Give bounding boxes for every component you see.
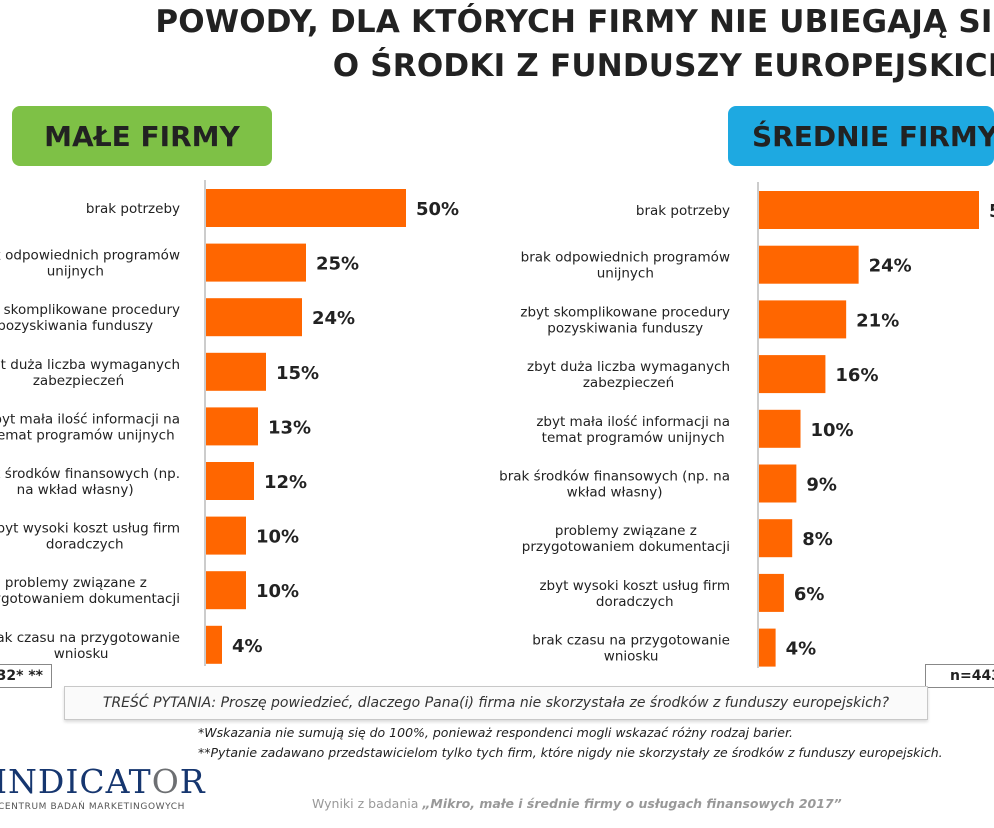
question-box: TREŚĆ PYTANIA: Proszę powiedzieć, dlacze… bbox=[64, 686, 928, 720]
category-label-8-line-1: zbyt wysoki koszt usług firm bbox=[539, 578, 730, 594]
category-label-4-line-2: zabezpieczeń bbox=[33, 373, 124, 389]
category-label-8-line-2: doradczych bbox=[596, 594, 674, 610]
bar-4 bbox=[759, 355, 826, 394]
category-label-3-line-1: zbyt skomplikowane procedury bbox=[520, 304, 730, 320]
category-label-5-line-1: zbyt mała ilość informacji na bbox=[0, 411, 180, 427]
indicator-logo: INDICATOR bbox=[0, 762, 206, 801]
bar-9 bbox=[759, 628, 776, 667]
bar-7 bbox=[206, 516, 246, 555]
bar-4 bbox=[206, 352, 266, 391]
category-label-3-line-2: pozyskiwania funduszy bbox=[0, 318, 153, 334]
category-label-9-line-1: brak czasu na przygotowanie bbox=[532, 633, 730, 649]
footnote-1: *Wskazania nie sumują się do 100%, ponie… bbox=[198, 725, 793, 740]
bar-9 bbox=[206, 625, 222, 664]
category-label-7-line-1: problemy związane z bbox=[555, 523, 697, 539]
footer-study-name: „Mikro, małe i średnie firmy o usługach … bbox=[422, 796, 842, 811]
bar-1 bbox=[759, 191, 979, 229]
category-label-2-line-2: unijnych bbox=[597, 266, 654, 282]
bar-2 bbox=[759, 245, 859, 284]
value-label-4: 15% bbox=[276, 363, 319, 384]
value-label-2: 25% bbox=[316, 254, 359, 275]
logo-text-b: R bbox=[179, 762, 206, 801]
value-label-1: 50% bbox=[416, 199, 459, 220]
medium-firms-badge: ŚREDNIE FIRMY bbox=[728, 106, 994, 166]
value-label-6: 9% bbox=[806, 475, 837, 496]
page-title-line-1: POWODY, DLA KTÓRYCH FIRMY NIE UBIEGAJĄ S… bbox=[155, 4, 994, 40]
bar-5 bbox=[759, 409, 801, 448]
value-label-2: 24% bbox=[869, 256, 912, 277]
value-label-8: 6% bbox=[794, 584, 825, 605]
category-label-5-line-1: zbyt mała ilość informacji na bbox=[536, 414, 730, 430]
category-label-6-line-2: wkład własny) bbox=[567, 485, 663, 501]
small-firms-badge: MAŁE FIRMY bbox=[12, 106, 272, 166]
category-label-4-line-2: zabezpieczeń bbox=[583, 375, 674, 391]
category-label-4-line-1: zbyt duża liczba wymaganych bbox=[527, 359, 730, 375]
value-label-3: 24% bbox=[312, 308, 355, 329]
logo-text-a: INDICAT bbox=[0, 762, 152, 801]
bar-5 bbox=[206, 407, 258, 446]
category-label-6-line-1: brak środków finansowych (np. bbox=[0, 466, 180, 482]
category-label-8-line-1: problemy związane z bbox=[5, 575, 147, 591]
category-label-1-line-1: brak potrzeby bbox=[86, 201, 180, 217]
category-label-5-line-2: temat programów unijnych bbox=[542, 430, 725, 446]
bar-3 bbox=[759, 300, 847, 339]
category-label-5-line-2: temat programów unijnych bbox=[0, 427, 175, 443]
category-label-3-line-1: zbyt skomplikowane procedury bbox=[0, 302, 180, 318]
category-label-2-line-1: brak odpowiednich programów bbox=[0, 248, 180, 264]
medium-firms-sample-size: n=443* ** bbox=[925, 664, 994, 688]
small-firms-chart: 50% brak potrzeby 25% brak odpowiednich pro… bbox=[0, 180, 459, 666]
category-label-9-line-2: wniosku bbox=[604, 649, 659, 665]
value-label-5: 13% bbox=[268, 417, 311, 438]
bar-7 bbox=[759, 519, 793, 558]
value-label-3: 21% bbox=[856, 310, 899, 331]
value-label-9: 4% bbox=[786, 639, 817, 660]
value-label-7: 8% bbox=[802, 529, 833, 550]
value-label-9: 4% bbox=[232, 636, 263, 657]
footer-prefix: Wyniki z badania bbox=[312, 796, 423, 811]
bar-3 bbox=[206, 298, 302, 337]
footer-source: Wyniki z badania „Mikro, małe i średnie … bbox=[312, 796, 842, 811]
category-label-6-line-2: na wkład własny) bbox=[17, 482, 134, 498]
category-label-8-line-2: przygotowaniem dokumentacji bbox=[0, 591, 180, 607]
category-label-1-line-1: brak potrzeby bbox=[636, 203, 730, 219]
category-label-9-line-1: brak czasu na przygotowanie bbox=[0, 630, 180, 646]
value-label-5: 10% bbox=[811, 420, 854, 441]
footnote-2: **Pytanie zadawano przedstawicielom tylk… bbox=[198, 745, 943, 760]
value-label-1: 53% bbox=[989, 201, 994, 222]
logo-subtitle: CENTRUM BADAŃ MARKETINGOWYCH bbox=[0, 802, 185, 812]
bar-8 bbox=[206, 571, 246, 610]
category-label-2-line-1: brak odpowiednich programów bbox=[521, 250, 730, 266]
bar-2 bbox=[206, 243, 306, 282]
bar-6 bbox=[206, 462, 254, 500]
bar-8 bbox=[759, 573, 784, 612]
value-label-8: 10% bbox=[256, 581, 299, 602]
category-label-2-line-2: unijnych bbox=[47, 264, 104, 280]
logo-text-o: O bbox=[151, 762, 180, 801]
category-label-4-line-1: zbyt duża liczba wymaganych bbox=[0, 357, 180, 373]
small-firms-sample-size: n=432* ** bbox=[0, 664, 52, 688]
category-label-7-line-1: zbyt wysoki koszt usług firm bbox=[0, 521, 180, 537]
value-label-4: 16% bbox=[835, 365, 878, 386]
bar-6 bbox=[759, 464, 797, 503]
category-label-3-line-2: pozyskiwania funduszy bbox=[547, 320, 703, 336]
bar-1 bbox=[206, 189, 406, 227]
value-label-6: 12% bbox=[264, 472, 307, 493]
medium-firms-chart: 53% brak potrzeby 24% brak odpowiednich pro… bbox=[499, 182, 994, 668]
page-title-line-2: O ŚRODKI Z FUNDUSZY EUROPEJSKICH bbox=[332, 48, 994, 84]
category-label-9-line-2: wniosku bbox=[54, 646, 109, 662]
category-label-7-line-2: przygotowaniem dokumentacji bbox=[522, 539, 730, 555]
value-label-7: 10% bbox=[256, 527, 299, 548]
category-label-6-line-1: brak środków finansowych (np. na bbox=[499, 469, 730, 485]
category-label-7-line-2: doradczych bbox=[46, 537, 124, 553]
